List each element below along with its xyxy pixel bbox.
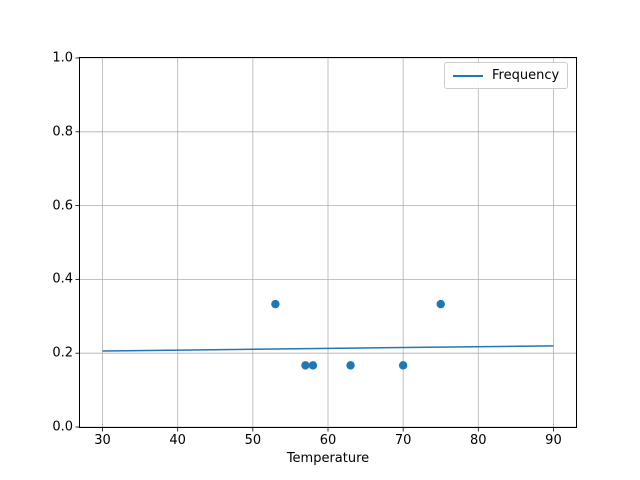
y-tick-label: 0.6 [52, 198, 73, 214]
x-tick-label: 70 [394, 433, 412, 448]
x-tick-label: 40 [169, 433, 186, 448]
scatter-point [271, 299, 280, 309]
x-tick-label: 30 [94, 433, 111, 448]
scatter-point [346, 361, 355, 370]
x-tick-label: 60 [319, 433, 337, 448]
y-tick-label: 0.4 [52, 271, 73, 287]
y-tick-label: 0.0 [52, 419, 73, 435]
y-tick-label: 0.8 [52, 124, 73, 140]
x-axis-label: Temperature [286, 451, 370, 466]
x-tick-label: 80 [470, 433, 487, 448]
legend-line-sample [453, 74, 483, 77]
plot-border [79, 57, 577, 428]
x-tick-label: 50 [244, 433, 262, 448]
legend-label: Frequency [492, 68, 560, 83]
scatter-point [308, 361, 318, 370]
y-tick-label: 1.0 [52, 50, 73, 66]
legend: Frequency [444, 62, 569, 89]
scatter-point [398, 361, 408, 370]
trend-line [102, 345, 554, 352]
scatter-point [301, 361, 310, 370]
x-tick-label: 90 [545, 433, 562, 448]
scatter-point [436, 299, 445, 309]
y-tick-label: 0.2 [52, 345, 73, 361]
